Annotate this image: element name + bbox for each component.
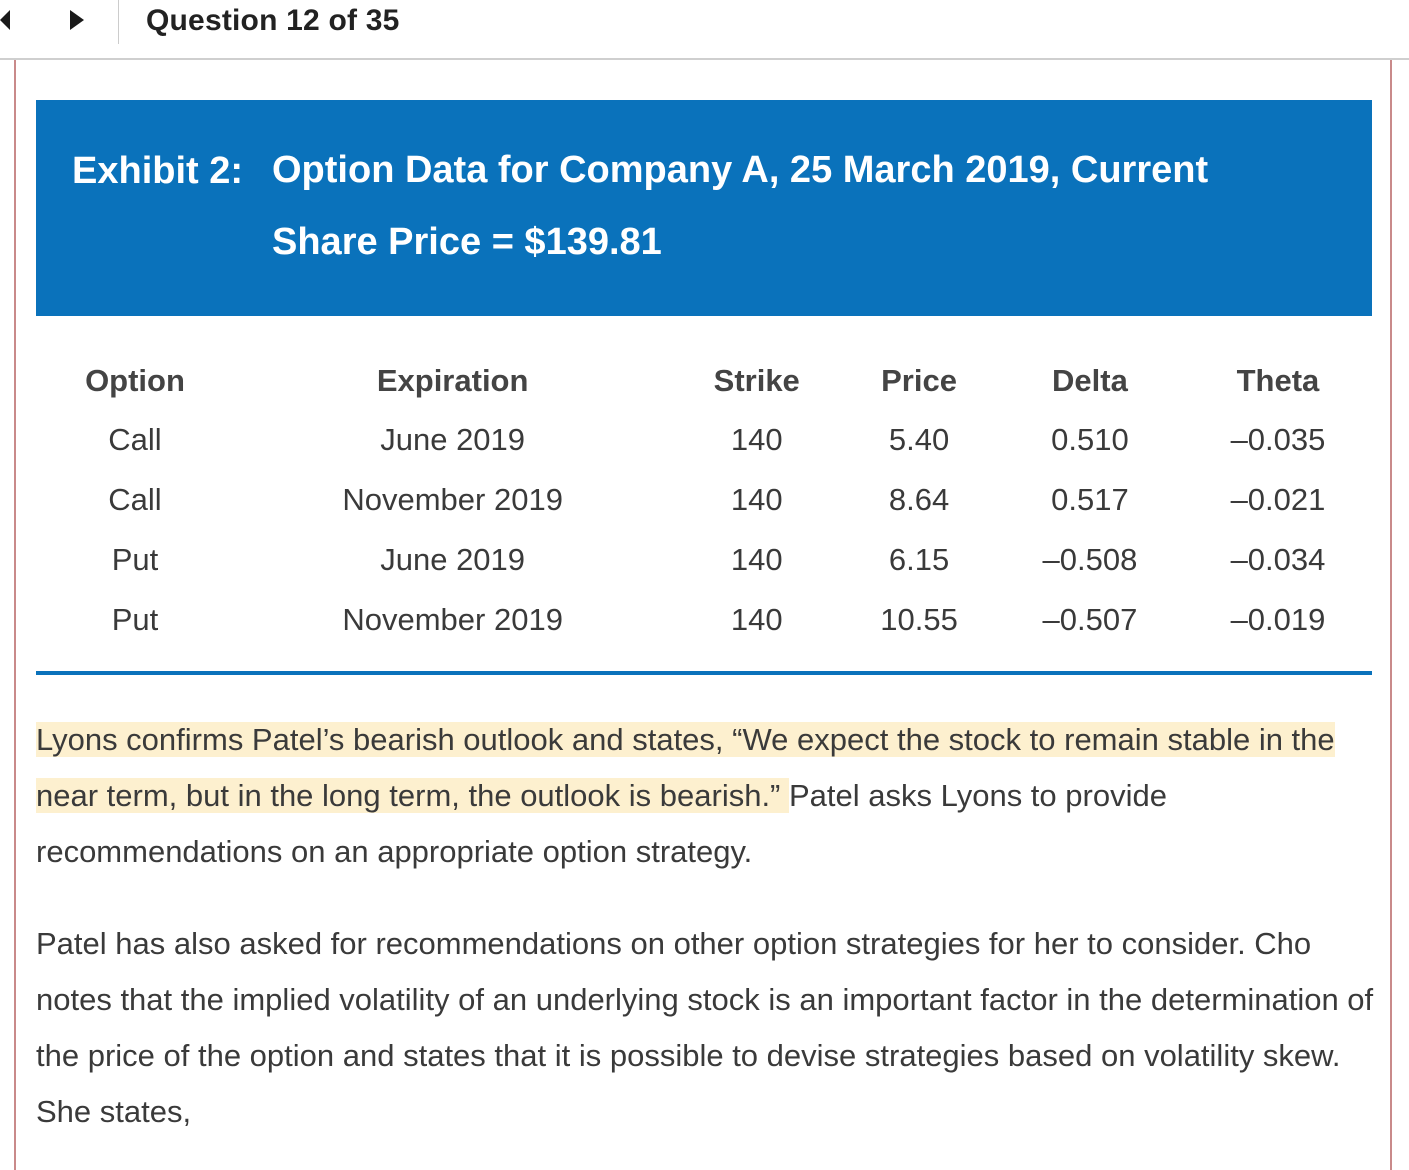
cell-expiration: November 2019: [342, 602, 563, 637]
exhibit-header: Exhibit 2: Option Data for Company A, 25…: [36, 100, 1372, 316]
cell-theta: –0.021: [1230, 482, 1326, 517]
column-header-strike: Strike: [713, 363, 800, 398]
table-row: Put November 2019 140 10.55 –0.507 –0.01…: [36, 590, 1372, 650]
cell-strike: 140: [730, 482, 783, 517]
cell-theta: –0.034: [1230, 542, 1326, 577]
exhibit-title: Option Data for Company A, 25 March 2019…: [272, 149, 1209, 263]
question-counter: Question 12 of 35: [146, 4, 400, 37]
cell-expiration: June 2019: [380, 422, 526, 457]
content-frame: [14, 60, 1392, 1170]
table-row: Put June 2019 140 6.15 –0.508 –0.034: [36, 530, 1372, 590]
cell-expiration: June 2019: [380, 542, 526, 577]
cell-option: Call: [108, 422, 162, 457]
cell-delta: 0.510: [1051, 422, 1129, 457]
column-header-price: Price: [881, 363, 957, 398]
previous-arrow-icon[interactable]: [0, 10, 10, 30]
table-row: Call June 2019 140 5.40 0.510 –0.035: [36, 410, 1372, 470]
column-header-option: Option: [85, 363, 185, 398]
cell-strike: 140: [730, 542, 783, 577]
cell-expiration: November 2019: [342, 482, 563, 517]
cell-price: 5.40: [888, 422, 950, 457]
table-header-row: Option Expiration Strike Price Delta The…: [36, 352, 1372, 410]
passage-paragraph-1: Lyons confirms Patel’s bearish outlook a…: [36, 712, 1376, 880]
cell-delta: –0.508: [1042, 542, 1138, 577]
column-header-theta: Theta: [1236, 363, 1320, 398]
cell-strike: 140: [730, 422, 783, 457]
cell-delta: –0.507: [1042, 602, 1138, 637]
cell-price: 8.64: [888, 482, 950, 517]
cell-strike: 140: [730, 602, 783, 637]
passage-paragraph-2: Patel has also asked for recommendations…: [36, 926, 1374, 1129]
nav-divider: [118, 0, 119, 44]
exhibit-label: Exhibit 2:: [72, 150, 244, 192]
cell-price: 10.55: [880, 602, 958, 637]
table-row: Call November 2019 140 8.64 0.517 –0.021: [36, 470, 1372, 530]
cell-option: Call: [108, 482, 162, 517]
cell-option: Put: [111, 602, 159, 637]
column-header-delta: Delta: [1052, 363, 1128, 398]
cell-option: Put: [111, 542, 159, 577]
table-bottom-rule: [36, 671, 1372, 675]
column-header-expiration: Expiration: [376, 363, 529, 398]
option-data-table: Option Expiration Strike Price Delta The…: [36, 352, 1372, 650]
next-arrow-icon[interactable]: [70, 10, 84, 30]
cell-theta: –0.019: [1230, 602, 1326, 637]
cell-price: 6.15: [888, 542, 950, 577]
paragraph-text: Patel asks Lyons to provide recommendati…: [36, 778, 1167, 869]
cell-delta: 0.517: [1051, 482, 1129, 517]
cell-theta: –0.035: [1230, 422, 1326, 457]
question-nav-bar: Question 12 of 35: [0, 0, 1409, 60]
